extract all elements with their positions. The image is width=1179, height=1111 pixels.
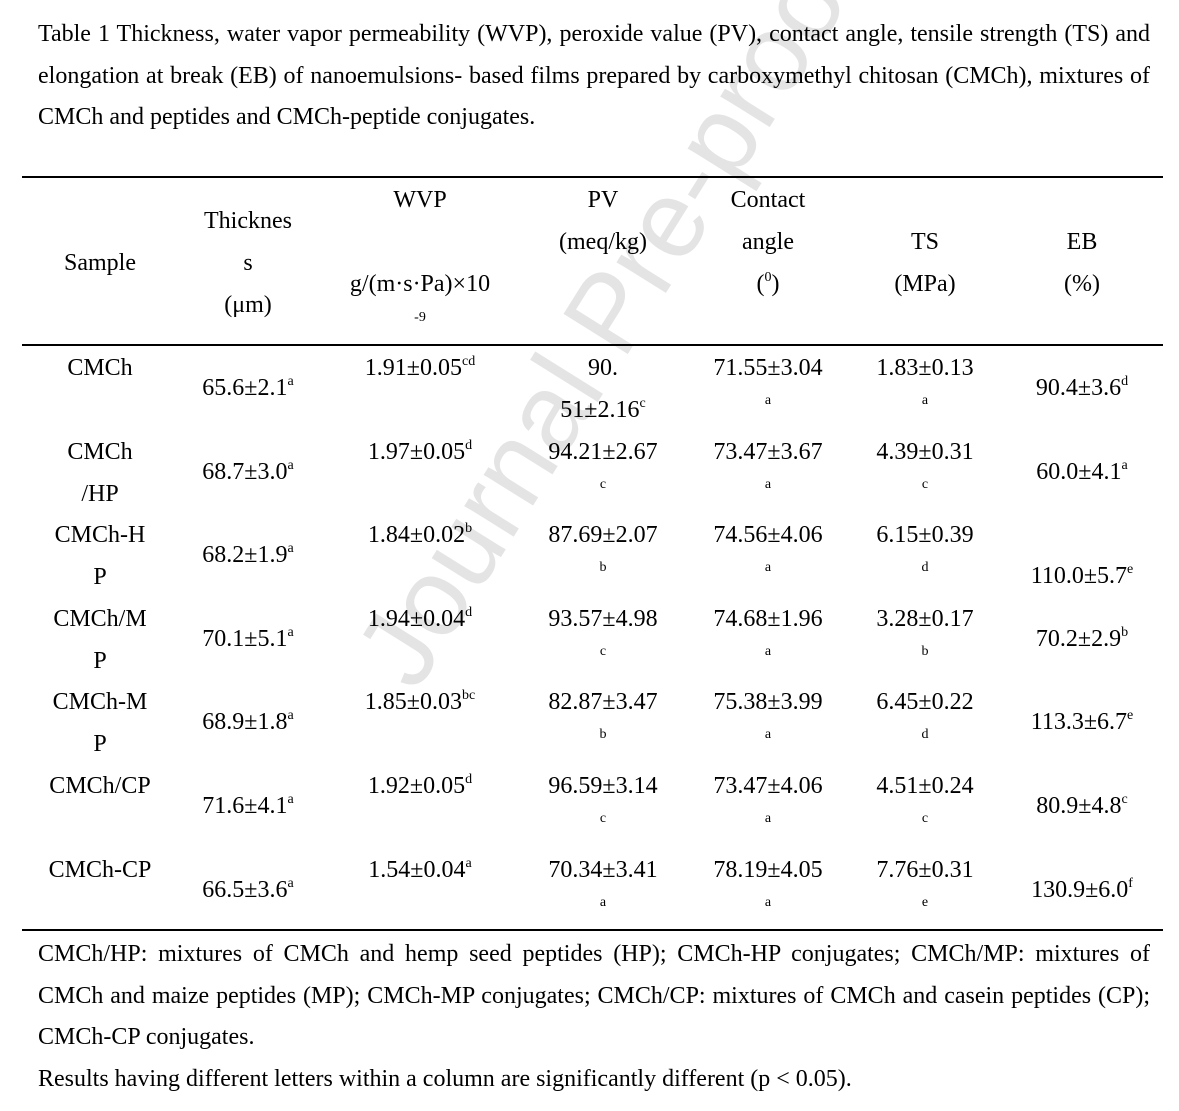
- cell-eb: 70.2±2.9b: [1035, 624, 1129, 652]
- cell-thickness: 68.2±1.9a: [202, 541, 294, 569]
- cell-eb: 80.9±4.8c: [1036, 792, 1128, 820]
- cell-ts-letter: d: [921, 727, 929, 743]
- cell-ts: 4.51±0.24: [876, 773, 974, 799]
- cell-sample: CMCh-CP: [48, 856, 152, 883]
- footnote-abbreviations: CMCh/HP: mixtures of CMCh and hemp seed …: [38, 941, 1150, 1050]
- header-contact-2: angle: [742, 229, 794, 255]
- header-pv-unit: (meq/kg): [559, 229, 647, 255]
- cell-pv-letter: b: [599, 560, 607, 576]
- cell-pv: 94.21±2.67: [548, 438, 658, 465]
- cell-ts-letter: a: [921, 393, 929, 408]
- cell-sample: CMCh/CP: [49, 773, 151, 799]
- header-contact-unit: (0): [756, 270, 780, 298]
- cell-ts-letter: e: [921, 894, 929, 910]
- cell-sample: P: [93, 564, 107, 591]
- cell-pv: 90.: [588, 355, 618, 381]
- cell-pv-letter: b: [599, 727, 607, 743]
- cell-thickness: 65.6±2.1a: [202, 374, 294, 402]
- cell-eb: 110.0±5.7e: [1030, 562, 1134, 590]
- header-rule: [22, 344, 1163, 346]
- cell-contact-angle: 74.68±1.96: [713, 605, 823, 632]
- cell-contact-letter: a: [764, 393, 772, 408]
- cell-sample: CMCh: [67, 355, 133, 381]
- cell-contact-angle: 73.47±4.06: [713, 773, 823, 799]
- cell-ts: 4.39±0.31: [876, 438, 974, 465]
- cell-pv: 96.59±3.14: [548, 773, 658, 799]
- cell-contact-angle: 75.38±3.99: [713, 689, 823, 716]
- header-sample: Sample: [64, 250, 136, 276]
- cell-sample: CMCh: [67, 438, 133, 465]
- cell-pv: 87.69±2.07: [548, 522, 658, 549]
- table-top-rule: [22, 176, 1163, 178]
- cell-contact-letter: a: [764, 476, 772, 492]
- cell-ts: 1.83±0.13: [876, 355, 974, 381]
- cell-thickness: 70.1±5.1a: [202, 624, 294, 652]
- table-caption: Table 1 Thickness, water vapor permeabil…: [38, 21, 1150, 130]
- header-thickness-1: Thicknes: [204, 208, 292, 234]
- cell-pv-letter: c: [599, 811, 607, 826]
- header-ts: TS: [910, 229, 940, 255]
- cell-wvp: 1.91±0.05cd: [364, 354, 476, 382]
- cell-pv-letter: c: [599, 476, 607, 492]
- header-contact: Contact: [730, 187, 806, 213]
- cell-ts: 7.76±0.31: [876, 856, 974, 883]
- cell-ts: 3.28±0.17: [876, 605, 974, 632]
- cell-thickness: 66.5±3.6a: [202, 875, 294, 903]
- cell-sample: CMCh-M: [52, 689, 148, 716]
- cell-wvp: 1.92±0.05d: [367, 772, 473, 800]
- cell-contact-letter: a: [764, 560, 772, 576]
- cell-contact-angle: 74.56±4.06: [713, 522, 823, 549]
- cell-pv: 82.87±3.47: [548, 689, 658, 716]
- cell-sample: /HP: [81, 480, 119, 507]
- header-wvp: WVP: [393, 187, 447, 213]
- footnote-significance: Results having different letters within …: [38, 1066, 852, 1092]
- cell-thickness: 68.7±3.0a: [202, 457, 294, 485]
- cell-ts-letter: c: [921, 476, 929, 492]
- cell-thickness: 68.9±1.8a: [202, 708, 294, 736]
- header-eb: EB: [1066, 229, 1098, 255]
- cell-eb: 90.4±3.6d: [1035, 374, 1129, 402]
- header-thickness-2: s: [243, 250, 253, 276]
- cell-sample: CMCh/M: [53, 605, 147, 632]
- cell-wvp: 1.97±0.05d: [367, 437, 473, 465]
- cell-ts-letter: d: [921, 560, 929, 576]
- header-wvp-unit: g/(m·s·Pa)×10: [349, 271, 491, 297]
- cell-contact-angle: 71.55±3.04: [713, 355, 823, 381]
- cell-ts-letter: c: [921, 811, 929, 826]
- cell-contact-angle: 73.47±3.67: [713, 438, 823, 465]
- header-pv: PV: [587, 187, 619, 213]
- cell-contact-letter: a: [764, 811, 772, 826]
- cell-wvp: 1.84±0.02b: [367, 521, 473, 549]
- header-ts-unit: (MPa): [894, 271, 956, 297]
- header-thickness-unit: (μm): [224, 292, 272, 318]
- cell-ts: 6.45±0.22: [876, 689, 974, 716]
- cell-pv-letter: c: [599, 643, 607, 659]
- cell-ts-letter: b: [921, 643, 929, 659]
- cell-eb: 113.3±6.7e: [1030, 708, 1134, 736]
- table-bottom-rule: [22, 929, 1163, 931]
- cell-contact-letter: a: [764, 643, 772, 659]
- cell-pv: 70.34±3.41: [548, 856, 658, 883]
- cell-sample: CMCh-H: [54, 522, 146, 549]
- cell-sample: P: [93, 647, 107, 674]
- cell-eb: 130.9±6.0f: [1031, 875, 1133, 903]
- cell-wvp: 1.85±0.03bc: [364, 688, 476, 716]
- cell-pv-cont: 51±2.16c: [560, 396, 646, 424]
- cell-ts: 6.15±0.39: [876, 522, 974, 549]
- cell-contact-angle: 78.19±4.05: [713, 856, 823, 883]
- cell-eb: 60.0±4.1a: [1036, 457, 1128, 485]
- cell-wvp: 1.94±0.04d: [367, 604, 473, 632]
- cell-contact-letter: a: [764, 727, 772, 743]
- cell-contact-letter: a: [764, 894, 772, 910]
- cell-wvp: 1.54±0.04a: [368, 855, 472, 883]
- header-wvp-exp: -9: [414, 310, 426, 325]
- cell-pv-letter: a: [599, 894, 607, 910]
- header-eb-unit: (%): [1064, 271, 1100, 297]
- cell-thickness: 71.6±4.1a: [202, 792, 294, 820]
- cell-pv: 93.57±4.98: [548, 605, 658, 632]
- cell-sample: P: [93, 731, 107, 758]
